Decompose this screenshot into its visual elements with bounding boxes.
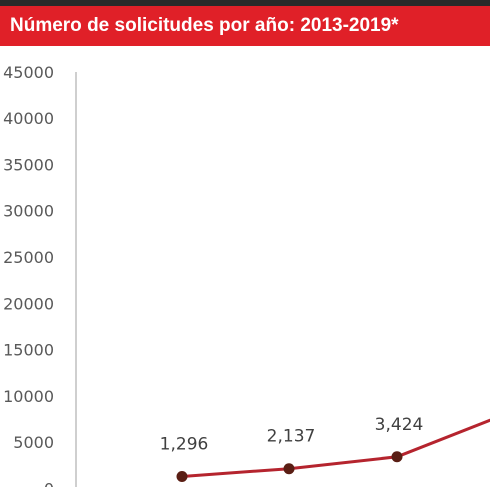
title-bar: Número de solicitudes por año: 2013-2019… <box>0 6 490 46</box>
series-line <box>180 418 490 478</box>
y-tick-label: 20000 <box>3 294 54 313</box>
y-tick-label: 35000 <box>3 155 54 174</box>
y-tick-label: 30000 <box>3 202 54 221</box>
y-tick-label: 0 <box>44 480 54 487</box>
data-label: 3,424 <box>375 415 424 435</box>
y-tick-label: 25000 <box>3 248 54 267</box>
data-point <box>391 451 403 463</box>
data-label: 2,137 <box>267 427 316 447</box>
y-tick-label: 45000 <box>3 63 54 82</box>
y-tick-label: 5000 <box>13 433 54 452</box>
data-point <box>176 470 188 482</box>
chart-title: Número de solicitudes por año: 2013-2019… <box>10 15 399 36</box>
top-border <box>0 0 490 6</box>
y-tick-label: 15000 <box>3 341 54 360</box>
data-label: 1,296 <box>160 434 209 454</box>
y-tick-label: 40000 <box>3 109 54 128</box>
y-tick-label: 10000 <box>3 387 54 406</box>
data-point <box>283 463 295 475</box>
